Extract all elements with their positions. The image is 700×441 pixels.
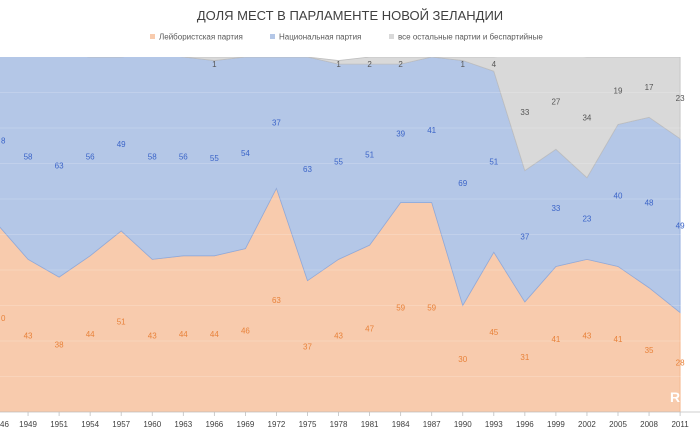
data-label-1-7: 55 — [210, 154, 219, 163]
data-label-2-13: 2 — [398, 60, 403, 69]
data-label-0-6: 44 — [179, 330, 188, 339]
x-tick-label-19: 2002 — [578, 420, 596, 429]
data-label-2-21: 17 — [645, 83, 654, 92]
data-label-1-5: 58 — [148, 152, 157, 161]
legend: Лейбористская партия Национальная партия в… — [150, 33, 543, 42]
legend-label-0: Лейбористская партия — [159, 33, 243, 42]
data-label-0-4: 51 — [117, 317, 126, 326]
x-tick-label-0: 46 — [0, 420, 9, 429]
x-tick-label-1: 1949 — [19, 420, 37, 429]
data-label-0-12: 47 — [365, 325, 374, 334]
data-label-0-16: 45 — [489, 328, 498, 337]
data-label-0-21: 35 — [645, 346, 654, 355]
data-label-0-10: 37 — [303, 342, 312, 351]
data-label-1-2: 63 — [55, 161, 64, 170]
data-label-1-14: 41 — [427, 126, 436, 135]
legend-label-2: все остальные партии и беспартийные — [398, 33, 543, 42]
data-label-1-19: 23 — [582, 215, 591, 224]
data-label-0-14: 59 — [427, 303, 436, 312]
x-tick-label-21: 2008 — [640, 420, 658, 429]
data-label-0-22: 28 — [676, 358, 685, 367]
chart-title: ДОЛЯ МЕСТ В ПАРЛАМЕНТЕ НОВОЙ ЗЕЛАНДИИ — [197, 8, 503, 23]
x-tick-label-5: 1960 — [143, 420, 161, 429]
x-tick-label-9: 1972 — [268, 420, 286, 429]
data-label-1-13: 39 — [396, 129, 405, 138]
data-label-1-4: 49 — [117, 140, 126, 149]
data-label-2-22: 23 — [676, 94, 685, 103]
data-label-2-7: 1 — [212, 60, 217, 69]
data-label-1-9: 37 — [272, 119, 281, 128]
x-tick-label-13: 1984 — [392, 420, 410, 429]
x-tick-label-14: 1987 — [423, 420, 441, 429]
data-label-1-18: 33 — [551, 204, 560, 213]
x-tick-label-10: 1975 — [299, 420, 317, 429]
data-label-2-12: 2 — [367, 60, 372, 69]
x-tick-label-2: 1951 — [50, 420, 68, 429]
data-label-0-17: 31 — [520, 353, 529, 362]
data-label-1-15: 69 — [458, 179, 467, 188]
data-label-2-15: 1 — [461, 60, 466, 69]
data-label-1-0: 8 — [1, 136, 6, 145]
x-tick-label-11: 1978 — [330, 420, 348, 429]
data-label-1-8: 54 — [241, 149, 250, 158]
x-tick-label-7: 1966 — [205, 420, 223, 429]
data-label-0-3: 44 — [86, 330, 95, 339]
x-tick-label-15: 1990 — [454, 420, 472, 429]
data-label-1-22: 49 — [676, 222, 685, 231]
data-label-0-11: 43 — [334, 332, 343, 341]
data-label-1-11: 55 — [334, 158, 343, 167]
data-label-0-13: 59 — [396, 303, 405, 312]
data-label-0-18: 41 — [551, 335, 560, 344]
x-tick-label-22: 2011 — [671, 420, 689, 429]
data-label-2-11: 1 — [336, 60, 341, 69]
data-label-0-15: 30 — [458, 355, 467, 364]
x-axis: 46 1949 1951 1954 1957 1960 1963 1966 1969 1972 19… — [0, 411, 700, 429]
x-tick-label-18: 1999 — [547, 420, 565, 429]
data-label-0-9: 63 — [272, 296, 281, 305]
data-label-0-2: 38 — [55, 341, 64, 350]
area-series-2 — [0, 57, 681, 179]
data-label-1-10: 63 — [303, 165, 312, 174]
data-label-1-21: 48 — [645, 199, 654, 208]
data-label-2-16: 4 — [492, 60, 497, 69]
legend-swatch-1 — [270, 34, 275, 39]
data-label-1-12: 51 — [365, 151, 374, 160]
data-label-2-18: 27 — [551, 97, 560, 106]
data-label-1-16: 51 — [489, 158, 498, 167]
data-label-0-8: 46 — [241, 326, 250, 335]
data-label-2-19: 34 — [582, 113, 591, 122]
data-label-0-7: 44 — [210, 330, 219, 339]
data-label-0-5: 43 — [148, 332, 157, 341]
data-label-0-19: 43 — [582, 332, 591, 341]
data-label-0-0: 0 — [1, 314, 6, 323]
x-tick-label-8: 1969 — [237, 420, 255, 429]
data-label-1-1: 58 — [24, 152, 33, 161]
watermark: REV — [670, 389, 700, 405]
x-tick-label-16: 1993 — [485, 420, 503, 429]
legend-swatch-0 — [150, 34, 155, 39]
data-label-1-6: 56 — [179, 152, 188, 161]
data-label-0-1: 43 — [24, 332, 33, 341]
x-tick-label-4: 1957 — [112, 420, 130, 429]
legend-label-1: Национальная партия — [279, 33, 361, 42]
x-tick-label-20: 2005 — [609, 420, 627, 429]
x-tick-label-3: 1954 — [81, 420, 99, 429]
data-label-2-17: 33 — [520, 108, 529, 117]
data-label-1-20: 40 — [614, 191, 623, 200]
data-label-1-17: 37 — [520, 232, 529, 241]
legend-swatch-2 — [389, 34, 394, 39]
x-tick-label-12: 1981 — [361, 420, 379, 429]
data-label-1-3: 56 — [86, 152, 95, 161]
data-label-2-20: 19 — [614, 87, 623, 96]
data-label-0-20: 41 — [614, 335, 623, 344]
x-tick-label-6: 1963 — [174, 420, 192, 429]
x-tick-label-17: 1996 — [516, 420, 534, 429]
